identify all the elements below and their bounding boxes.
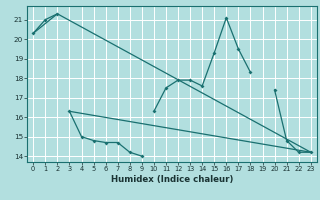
X-axis label: Humidex (Indice chaleur): Humidex (Indice chaleur) bbox=[111, 175, 233, 184]
